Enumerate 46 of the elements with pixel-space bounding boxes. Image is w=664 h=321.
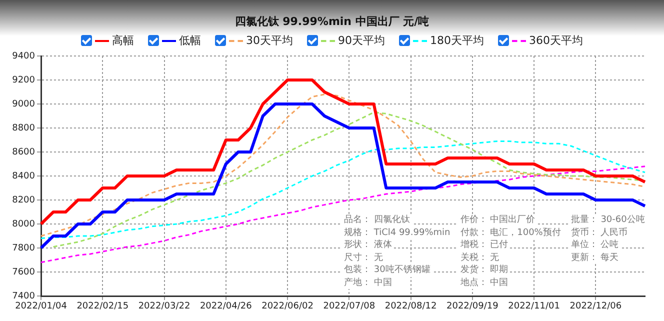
- x-tick-label: 2022/12/06: [570, 302, 622, 312]
- legend-label: 90天平均: [338, 33, 385, 48]
- x-tick-label: 2022/09/19: [446, 302, 499, 312]
- annotation: 包装： 30吨不锈钢罐: [342, 264, 432, 276]
- annotation: 批量： 30-60公吨: [568, 214, 647, 226]
- annotation: 品名： 四氯化钛: [342, 214, 412, 226]
- legend-label: 180天平均: [430, 33, 484, 48]
- annotation: 产地： 中国: [342, 276, 394, 289]
- y-tick-label: 8800: [12, 123, 36, 134]
- annotation: 关税： 无: [458, 252, 502, 264]
- x-tick-label: 2022/04/26: [200, 302, 252, 312]
- annotation: 单位： 公吨: [568, 239, 621, 252]
- x-tick-label: 2022/07/08: [323, 302, 376, 312]
- y-tick-label: 7600: [12, 267, 36, 278]
- legend-label: 低幅: [179, 33, 201, 48]
- annotation: 货币： 人民币: [568, 226, 630, 239]
- annotation: 付款： 电汇，100%预付: [458, 226, 563, 239]
- line-series: [40, 166, 646, 264]
- y-tick-label: 8200: [12, 195, 36, 206]
- y-tick-label: 8400: [12, 171, 36, 182]
- y-tick-label: 7400: [12, 291, 36, 302]
- x-tick-label: 2022/03/22: [138, 302, 190, 312]
- y-tick-label: 7800: [12, 243, 36, 254]
- legend-label: 360天平均: [529, 33, 583, 48]
- x-tick-label: 2022/01/04: [15, 302, 68, 312]
- annotation: 形状： 液体: [342, 239, 394, 252]
- annotation: 增税： 已付: [458, 239, 510, 252]
- x-tick-label: 2022/02/15: [76, 302, 129, 312]
- annotation: 发货： 即期: [458, 264, 510, 276]
- annotation: 更新： 每天: [568, 252, 621, 264]
- annotation: 作价： 中国出厂价: [458, 214, 538, 226]
- y-tick-label: 9400: [12, 51, 36, 62]
- annotation: 尺寸： 无: [342, 252, 385, 264]
- legend-label: 30天平均: [246, 33, 293, 48]
- y-tick-label: 9200: [12, 75, 36, 86]
- x-tick-label: 2022/06/02: [262, 302, 314, 312]
- x-tick-label: 2022/08/12: [384, 302, 437, 312]
- y-tick-label: 8600: [12, 147, 36, 158]
- y-tick-label: 8000: [12, 219, 36, 230]
- line-series: [40, 140, 646, 240]
- annotation: 地点： 中国: [458, 276, 510, 289]
- x-tick-label: 2022/11/01: [508, 302, 560, 312]
- chart-title: 四氯化钛 99.99%min 中国出厂 元/吨: [234, 14, 430, 29]
- y-tick-label: 9000: [12, 99, 36, 110]
- annotation: 规格： TiCl4 99.99%min: [342, 226, 452, 239]
- legend-label: 高幅: [112, 33, 134, 48]
